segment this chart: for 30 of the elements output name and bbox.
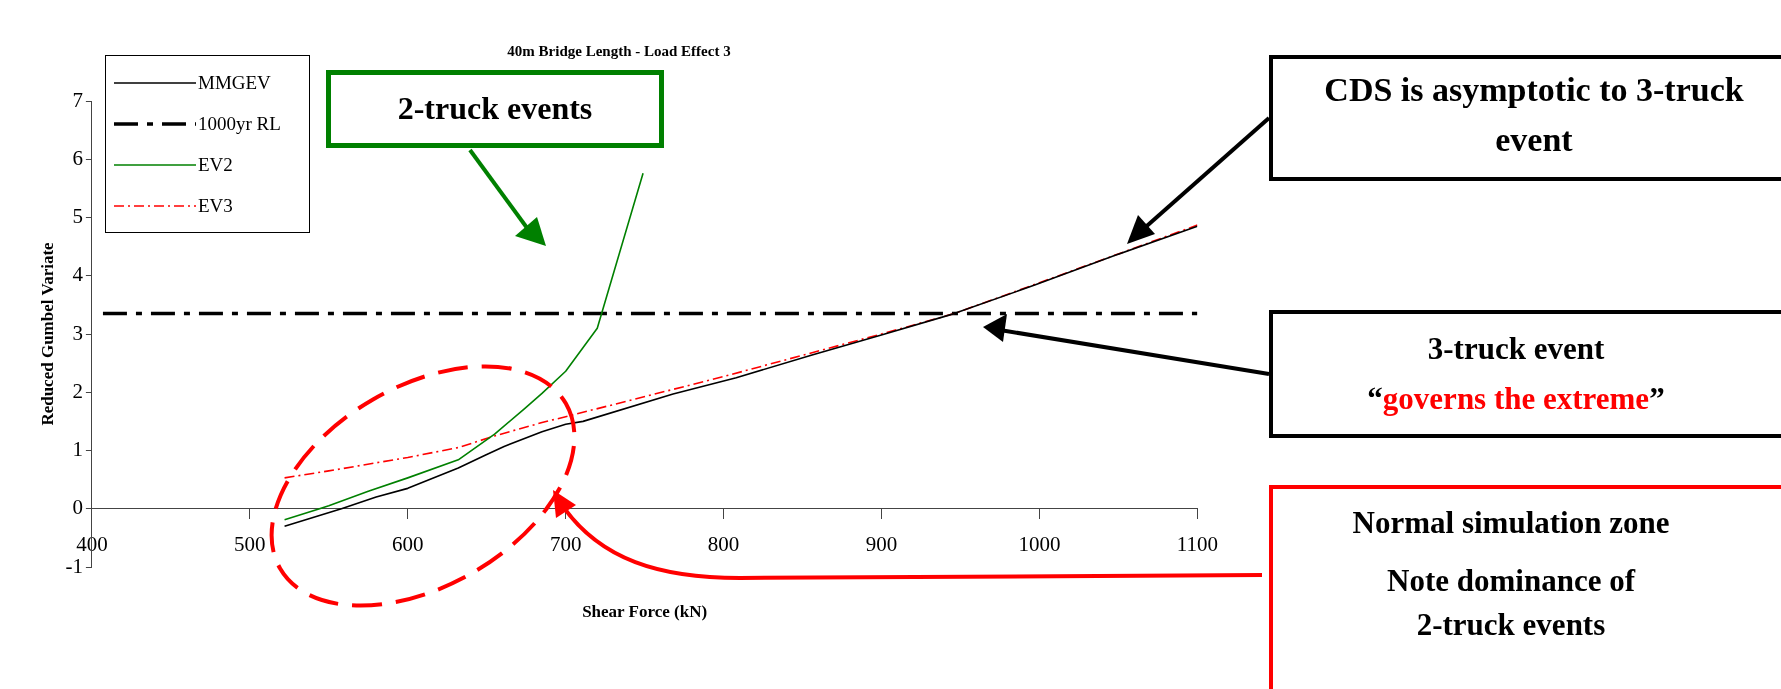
legend-label: 1000yr RL	[198, 112, 281, 135]
x-tick-label: 600	[392, 531, 424, 556]
text: 3-truck event	[1426, 330, 1606, 368]
y-tick-label: 7	[72, 87, 83, 112]
legend-label: MMGEV	[198, 71, 271, 94]
chart-title: 40m Bridge Length - Load Effect 3	[507, 42, 731, 59]
x-tick-label: 1000	[1018, 531, 1061, 556]
x-tick-label: 1100	[1176, 531, 1219, 556]
line-series	[283, 224, 1198, 479]
y-tick-label: 2	[72, 378, 83, 403]
x-tick-label: 800	[707, 531, 740, 556]
text: “governs the extreme”	[1367, 381, 1665, 416]
text: Normal simulation zone	[1351, 504, 1671, 542]
y-tick-label: 3	[72, 320, 83, 345]
y-axis-title: Reduced Gumbel Variate	[37, 241, 57, 426]
y-tick-label: 5	[72, 204, 83, 229]
annotation: 2-truck events	[326, 70, 664, 148]
y-tick-label: 0	[72, 495, 83, 520]
x-tick-label: 700	[549, 531, 582, 556]
x-tick-label: 900	[865, 531, 898, 556]
y-tick-label: 1	[72, 437, 83, 462]
legend-label: EV3	[198, 194, 233, 217]
y-tick-label: 4	[72, 262, 84, 287]
legend-label: EV2	[198, 153, 233, 176]
text: Note dominance of 2-truck events	[1386, 562, 1637, 644]
x-tick-label: 500	[234, 531, 266, 556]
text: CDS is asymptotic to 3-truck event	[1269, 55, 1781, 181]
y-tick-label: 6	[72, 145, 83, 170]
y-tick-label: -1	[65, 553, 83, 578]
x-axis-title: Shear Force (kN)	[582, 601, 708, 621]
